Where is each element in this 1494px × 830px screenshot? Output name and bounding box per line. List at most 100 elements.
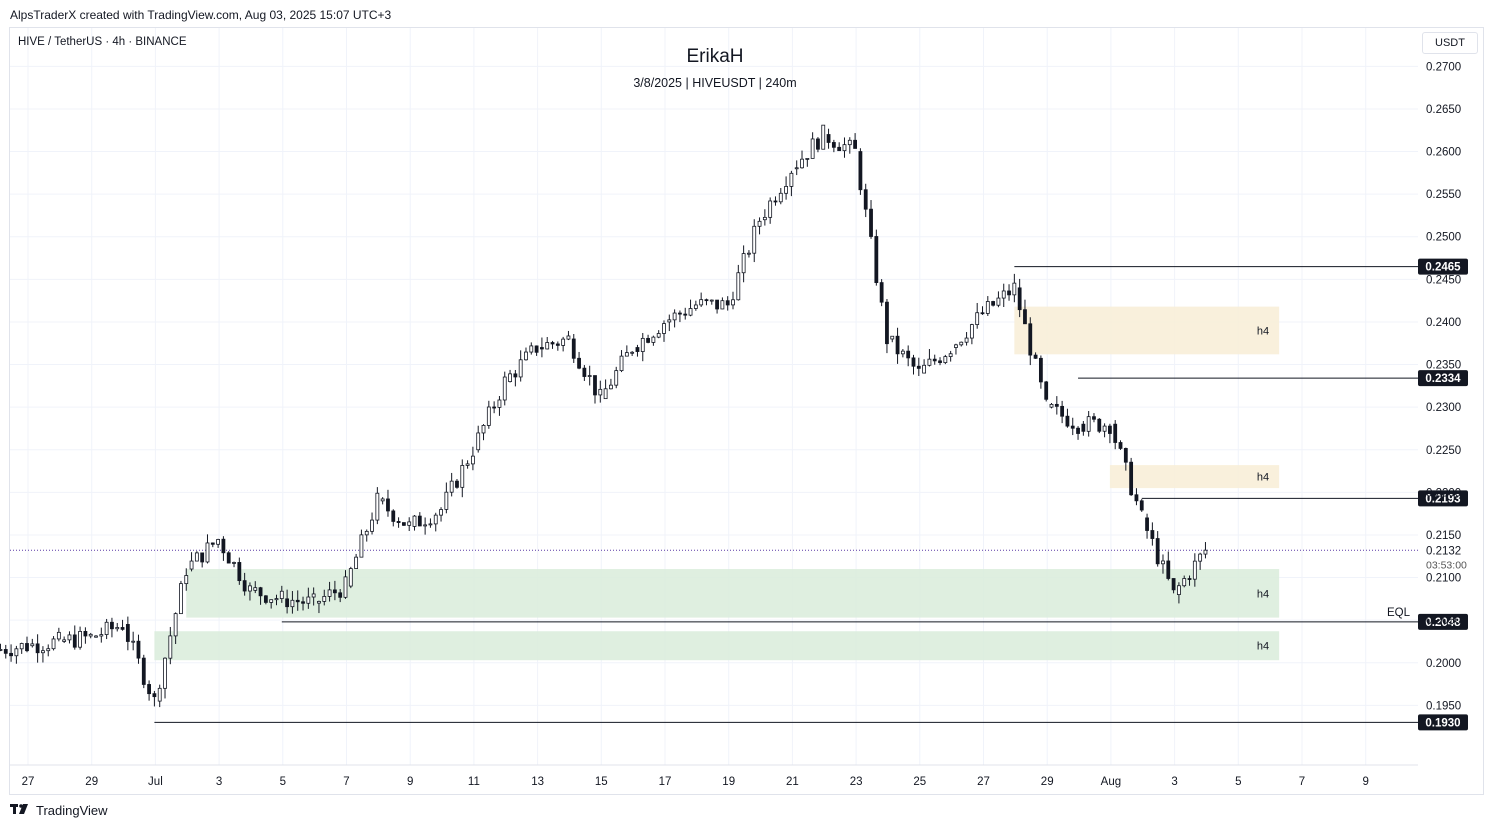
candle-body xyxy=(863,189,868,210)
candle-body xyxy=(386,498,390,512)
candle-body xyxy=(94,635,98,638)
candle-body xyxy=(524,351,528,361)
candle-body xyxy=(465,463,470,466)
candle-body xyxy=(885,301,889,345)
candle-body xyxy=(1139,500,1144,511)
x-tick-label: 21 xyxy=(786,776,799,788)
chart-frame[interactable] xyxy=(9,27,1484,795)
candle-body xyxy=(370,519,374,532)
candle-body xyxy=(1065,415,1070,427)
candle-body xyxy=(693,304,698,309)
candle-body xyxy=(417,515,422,527)
candle-body xyxy=(932,358,937,362)
candle-body xyxy=(455,480,459,488)
x-tick-label: Jul xyxy=(148,776,163,788)
candle-body xyxy=(1038,357,1043,383)
candle-body xyxy=(513,373,518,378)
candle-body xyxy=(131,640,136,643)
candle-body xyxy=(152,693,157,698)
candle-body xyxy=(715,299,719,310)
candle-body xyxy=(99,634,104,637)
candle-body xyxy=(948,353,953,357)
candle-body xyxy=(380,498,385,502)
candle-body xyxy=(258,587,263,597)
candle-body xyxy=(768,200,773,218)
candle-body xyxy=(184,575,189,585)
candle-body xyxy=(879,282,884,303)
candle-countdown: 03:53:00 xyxy=(1426,559,1467,571)
zone-demand xyxy=(186,569,1280,618)
candle-body xyxy=(290,599,295,608)
candle-body xyxy=(242,580,247,592)
candle-body xyxy=(1182,578,1187,587)
candle-body xyxy=(545,342,550,350)
candle-body xyxy=(1081,423,1086,432)
level-label-bg xyxy=(1418,714,1468,731)
candle-body xyxy=(428,523,433,526)
x-tick-label: 3 xyxy=(1171,776,1177,788)
candle-body xyxy=(285,598,290,608)
x-tick-label: 29 xyxy=(85,776,98,788)
candle-body xyxy=(603,388,608,400)
tradingview-logo-icon xyxy=(10,803,32,818)
candle-body xyxy=(778,192,783,203)
candle-body xyxy=(412,515,417,527)
candle-body xyxy=(614,370,619,386)
x-tick-label: 7 xyxy=(1299,776,1305,788)
candle-body xyxy=(837,146,842,152)
candle-body xyxy=(757,220,762,227)
candle-body xyxy=(619,355,624,372)
footer-logo[interactable]: TradingView xyxy=(10,803,108,818)
currency-button[interactable]: USDT xyxy=(1422,32,1478,54)
x-tick-label: 23 xyxy=(850,776,863,788)
candle-body xyxy=(752,225,757,254)
candle-body xyxy=(1129,461,1134,496)
y-tick-label: 0.1950 xyxy=(1426,700,1461,712)
candle-body xyxy=(444,491,449,510)
chart-title: ErikaH xyxy=(686,46,743,67)
candle-body xyxy=(678,312,682,315)
y-tick-label: 0.2650 xyxy=(1426,104,1461,116)
candle-body xyxy=(922,364,927,374)
candle-body xyxy=(19,643,24,650)
candle-body xyxy=(624,352,629,357)
candle-body xyxy=(317,600,321,604)
candle-body xyxy=(810,138,815,159)
x-tick-label: Aug xyxy=(1101,776,1121,788)
candle-body xyxy=(481,425,486,434)
candle-body xyxy=(25,643,29,652)
candle-body xyxy=(3,649,8,654)
candle-body xyxy=(1076,427,1080,434)
candle-body xyxy=(518,359,523,378)
y-tick-label: 0.2100 xyxy=(1426,573,1461,585)
candle-body xyxy=(593,375,597,396)
candle-body xyxy=(646,337,650,343)
candle-body xyxy=(773,200,778,203)
candle-body xyxy=(348,568,353,587)
symbol-line: HIVE / TetherUS · 4h · BINANCE xyxy=(18,36,187,48)
candle-body xyxy=(306,596,311,604)
candle-body xyxy=(630,351,635,354)
candle-body xyxy=(736,272,741,301)
candle-body xyxy=(789,172,794,187)
candle-body xyxy=(635,347,640,352)
candle-body xyxy=(51,638,56,650)
x-tick-label: 27 xyxy=(22,776,35,788)
zone-supply xyxy=(1109,465,1280,489)
x-tick-label: 9 xyxy=(407,776,413,788)
candle-body xyxy=(991,301,996,306)
zone-label: h4 xyxy=(1257,472,1269,484)
candle-body xyxy=(0,649,3,651)
candle-body xyxy=(263,595,268,603)
candle-body xyxy=(56,631,61,640)
candle-body xyxy=(640,337,645,352)
candle-body xyxy=(858,151,863,191)
footer-brand: TradingView xyxy=(36,803,108,818)
candle-body xyxy=(566,335,571,340)
zone-label: h4 xyxy=(1257,325,1269,337)
candle-body xyxy=(78,631,82,648)
candle-body xyxy=(550,342,555,345)
y-tick-label: 0.2500 xyxy=(1426,232,1461,244)
candle-body xyxy=(598,388,603,396)
